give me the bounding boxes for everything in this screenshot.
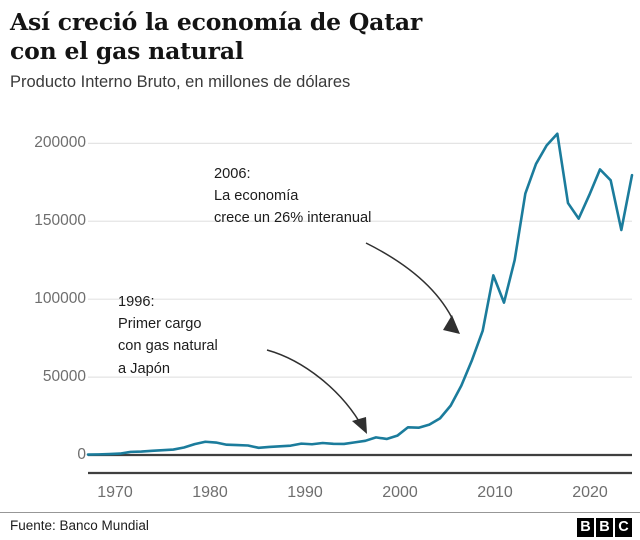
annotation-arrow-2006 bbox=[365, 242, 460, 334]
gridlines bbox=[88, 142, 632, 378]
bbc-logo-letter-2: B bbox=[596, 518, 613, 537]
x-tick-2020: 2020 bbox=[572, 484, 608, 501]
bbc-logo-letter-3: C bbox=[615, 518, 632, 537]
annotation-arrow-1996 bbox=[266, 349, 367, 434]
y-tick-50000: 50000 bbox=[42, 368, 86, 386]
x-tick-1980: 1980 bbox=[192, 484, 228, 501]
footer-divider bbox=[0, 512, 640, 513]
y-tick-100000: 100000 bbox=[34, 290, 86, 308]
chart-header: Así creció la economía de Qatar con el g… bbox=[10, 8, 630, 93]
page-title: Así creció la economía de Qatar con el g… bbox=[10, 8, 423, 65]
y-tick-150000: 150000 bbox=[34, 212, 86, 230]
y-tick-0: 0 bbox=[77, 446, 86, 463]
x-tick-2010: 2010 bbox=[477, 484, 513, 501]
source-credit: Fuente: Banco Mundial bbox=[10, 518, 149, 533]
bbc-logo-letter-1: B bbox=[577, 518, 594, 537]
annotation-2006: 2006: La economía crece un 26% interanua… bbox=[214, 166, 372, 227]
series-line-qatar-gdp bbox=[86, 132, 634, 456]
bbc-logo: B B C bbox=[577, 518, 632, 537]
annotation-1996: 1996: Primer cargo con gas natural a Jap… bbox=[118, 294, 218, 377]
y-tick-200000: 200000 bbox=[34, 134, 86, 152]
x-tick-1970: 1970 bbox=[97, 484, 133, 501]
x-tick-1990: 1990 bbox=[287, 484, 323, 501]
chart-subtitle: Producto Interno Bruto, en millones de d… bbox=[10, 73, 351, 92]
x-tick-2000: 2000 bbox=[382, 484, 418, 501]
